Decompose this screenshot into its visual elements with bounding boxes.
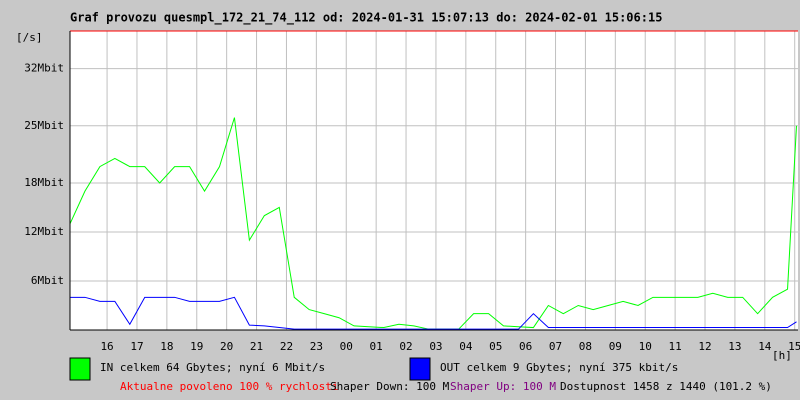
x-tick-label: 03: [429, 340, 442, 353]
y-tick-label: 6Mbit: [31, 274, 64, 287]
y-tick-label: 25Mbit: [24, 119, 64, 132]
x-tick-label: 12: [698, 340, 711, 353]
footer-note: Aktualne povoleno 100 % rychlosti: [120, 380, 339, 393]
legend-label: IN celkem 64 Gbytes; nyní 6 Mbit/s: [100, 361, 325, 374]
x-tick-label: 04: [459, 340, 473, 353]
footer-note: Dostupnost 1458 z 1440 (101.2 %): [560, 380, 772, 393]
legend-swatch: [409, 357, 431, 381]
x-tick-label: 10: [639, 340, 652, 353]
x-tick-label: 23: [310, 340, 323, 353]
legend-label: OUT celkem 9 Gbytes; nyní 375 kbit/s: [440, 361, 678, 374]
x-axis-label: [h]: [772, 349, 792, 362]
x-tick-label: 01: [370, 340, 383, 353]
y-tick-label: 18Mbit: [24, 176, 64, 189]
plot-area: [70, 31, 798, 330]
footer-note: Shaper Down: 100 M: [330, 380, 450, 393]
x-tick-label: 20: [220, 340, 233, 353]
x-tick-label: 02: [399, 340, 412, 353]
x-tick-label: 00: [340, 340, 353, 353]
x-tick-label: 22: [280, 340, 293, 353]
x-tick-label: 05: [489, 340, 502, 353]
legend-swatch: [69, 357, 91, 381]
x-tick-label: 14: [758, 340, 772, 353]
x-tick-label: 07: [549, 340, 562, 353]
footer-note: Shaper Up: 100 M: [450, 380, 556, 393]
x-tick-label: 06: [519, 340, 532, 353]
x-tick-label: 19: [190, 340, 203, 353]
y-axis-label: [/s]: [16, 31, 43, 44]
y-tick-label: 32Mbit: [24, 62, 64, 75]
x-tick-label: 16: [100, 340, 113, 353]
chart-title: Graf provozu quesmpl_172_21_74_112 od: 2…: [70, 11, 662, 26]
x-tick-label: 08: [579, 340, 592, 353]
series-line: [70, 296, 797, 330]
x-tick-label: 21: [250, 340, 263, 353]
y-tick-label: 12Mbit: [24, 225, 64, 238]
x-tick-label: 09: [609, 340, 622, 353]
x-tick-label: 17: [130, 340, 143, 353]
x-tick-label: 15: [788, 340, 800, 353]
x-tick-label: 13: [728, 340, 741, 353]
x-tick-label: 18: [160, 340, 173, 353]
x-tick-label: 11: [668, 340, 681, 353]
